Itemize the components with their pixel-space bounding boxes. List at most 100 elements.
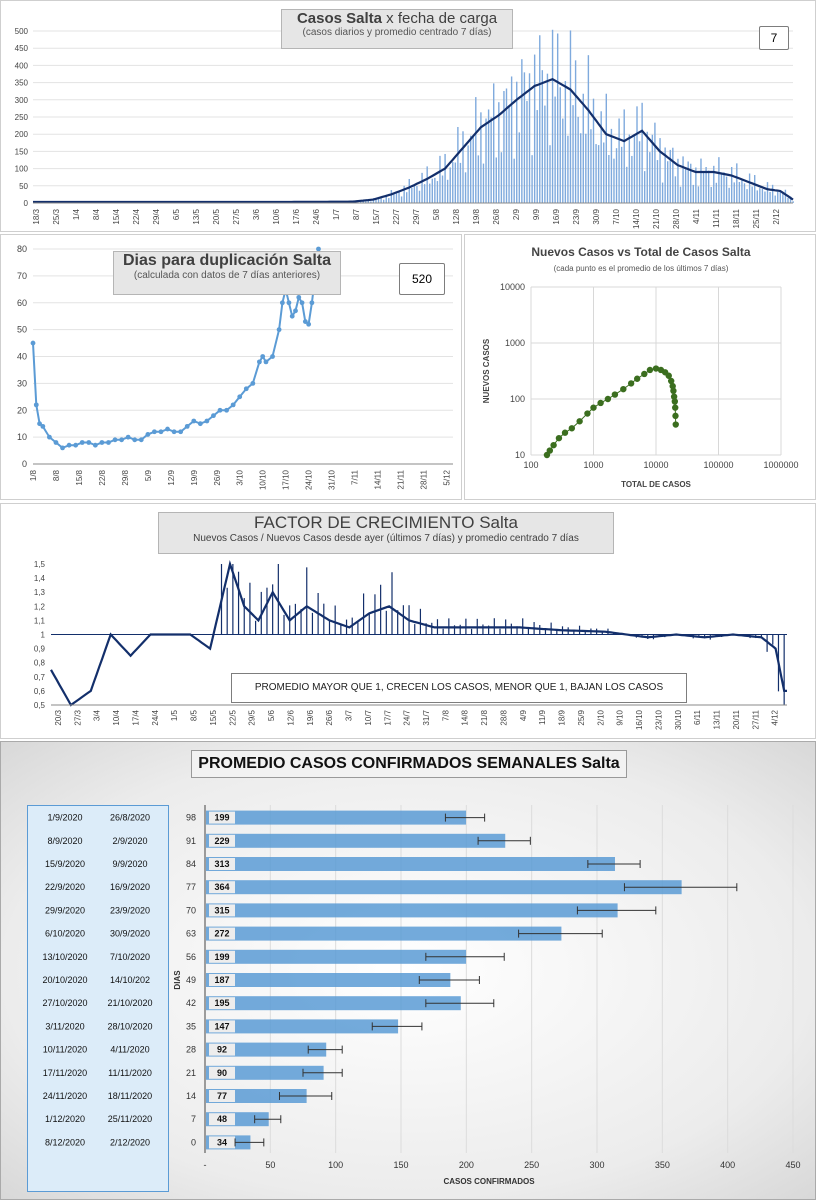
- daily-bar: [636, 106, 638, 203]
- value-label: 147: [214, 1021, 229, 1031]
- scatter-point: [641, 370, 648, 378]
- y-tick-label: 150: [15, 147, 29, 156]
- doubling-value-box: 520: [399, 263, 445, 295]
- daily-bar: [720, 174, 723, 203]
- daily-bar: [641, 102, 643, 203]
- daily-bar: [452, 162, 454, 203]
- x-tick-label: 8/8: [52, 469, 61, 481]
- doubling-point: [289, 313, 295, 319]
- window-days-box: 7: [759, 26, 789, 50]
- daily-bar: [707, 170, 710, 203]
- week-end-date: 27/10/2020: [42, 998, 87, 1008]
- week-end-date: 20/10/2020: [42, 975, 87, 985]
- doubling-point: [299, 300, 305, 306]
- y-tick-label: 250: [15, 113, 29, 122]
- daily-bar: [585, 133, 587, 203]
- daily-bar: [787, 197, 789, 203]
- doubling-point: [40, 423, 46, 429]
- week-start-date: 25/11/2020: [108, 1114, 152, 1124]
- x-tick-label: 30/9: [592, 208, 601, 224]
- value-label-bg: [209, 997, 235, 1010]
- growth-title: FACTOR DE CRECIMIENTO Salta Nuevos Casos…: [158, 512, 614, 554]
- y-tick-label: 1,4: [34, 574, 46, 583]
- value-label-bg: [209, 950, 235, 963]
- x-tick-label: 3/4: [93, 709, 102, 721]
- doubling-point: [211, 413, 216, 419]
- value-label-bg: [209, 881, 235, 894]
- x-tick-label: 15/5: [209, 709, 218, 725]
- daily-bar: [782, 193, 784, 203]
- daily-bar: [633, 135, 636, 203]
- week-end-date: 15/9/2020: [45, 859, 85, 869]
- scatter-point: [652, 365, 660, 372]
- daily-bar: [380, 196, 382, 203]
- scatter-point: [669, 382, 676, 390]
- daily-bar: [580, 133, 582, 203]
- weekly-bar: [206, 880, 682, 895]
- x-tick-label: 24/7: [403, 709, 412, 725]
- doubling-point: [47, 434, 52, 440]
- x-tick-label: 1/8: [29, 469, 38, 481]
- x-tick-label: 22/8: [98, 469, 107, 485]
- x-tick-label: 100000: [703, 460, 733, 470]
- scatter-point: [665, 372, 672, 379]
- daily-bar: [536, 110, 538, 203]
- daily-bar: [549, 145, 551, 203]
- doubling-point: [73, 442, 79, 448]
- daily-bar: [592, 98, 595, 203]
- daily-bar: [554, 96, 556, 203]
- y-tick-label: 50: [19, 182, 28, 191]
- value-label: 48: [217, 1114, 227, 1124]
- daily-bar: [464, 172, 467, 203]
- daily-bar: [423, 184, 426, 203]
- doubling-point: [92, 442, 98, 448]
- weekly-title-suffix: Salta: [581, 755, 620, 772]
- scatter-point: [576, 418, 583, 425]
- daily-bar: [513, 158, 515, 203]
- doubling-point: [184, 423, 190, 429]
- y-tick-label: 1000: [505, 338, 525, 348]
- x-tick-label: 29/7: [412, 208, 421, 224]
- scatter-point: [561, 429, 569, 436]
- daily-bar: [646, 131, 648, 203]
- x-tick-label: 27/11: [751, 709, 760, 729]
- daily-bar: [687, 161, 689, 203]
- x-tick-label: 26/9: [213, 469, 222, 485]
- daily-bar: [528, 73, 531, 203]
- daily-bar: [475, 97, 477, 203]
- x-tick-label: 10/6: [272, 208, 281, 224]
- daily-bar: [544, 105, 546, 203]
- doubling-point: [243, 386, 249, 392]
- doubling-point: [296, 294, 302, 300]
- value-label-bg: [209, 834, 235, 847]
- daily-bar: [382, 199, 385, 203]
- y-tick-label: 20: [17, 405, 27, 415]
- x-tick-label: 14/8: [461, 709, 470, 725]
- y-tick-label: 1,3: [34, 588, 46, 597]
- y-tick-label: 10: [515, 450, 525, 460]
- x-tick-label: 22/7: [392, 208, 401, 224]
- value-label: 77: [217, 1091, 227, 1101]
- doubling-point: [293, 308, 298, 314]
- daily-bar: [615, 148, 618, 203]
- doubling-point: [165, 426, 170, 432]
- doubling-point: [276, 327, 282, 333]
- week-end-date: 1/12/2020: [45, 1114, 85, 1124]
- daily-bar: [746, 189, 748, 203]
- factor-average-line: [50, 559, 787, 707]
- days-label: 49: [186, 975, 196, 985]
- value-label-bg: [209, 1113, 235, 1126]
- x-tick-label: 6/5: [172, 208, 181, 220]
- daily-bar: [777, 191, 779, 203]
- x-tick-label: 400: [720, 1160, 735, 1170]
- title-bold: Casos Salta: [296, 10, 382, 27]
- daily-bar: [551, 29, 554, 203]
- subtitle: (casos diarios y promedio centrado 7 día…: [302, 27, 492, 38]
- value-label: 34: [217, 1137, 227, 1147]
- daily-bar: [411, 187, 413, 203]
- doubling-point: [250, 380, 256, 386]
- x-tick-label: 13/11: [713, 709, 722, 729]
- x-tick-label: 14/11: [374, 469, 383, 489]
- daily-bar: [426, 166, 428, 203]
- days-label: 91: [186, 836, 196, 846]
